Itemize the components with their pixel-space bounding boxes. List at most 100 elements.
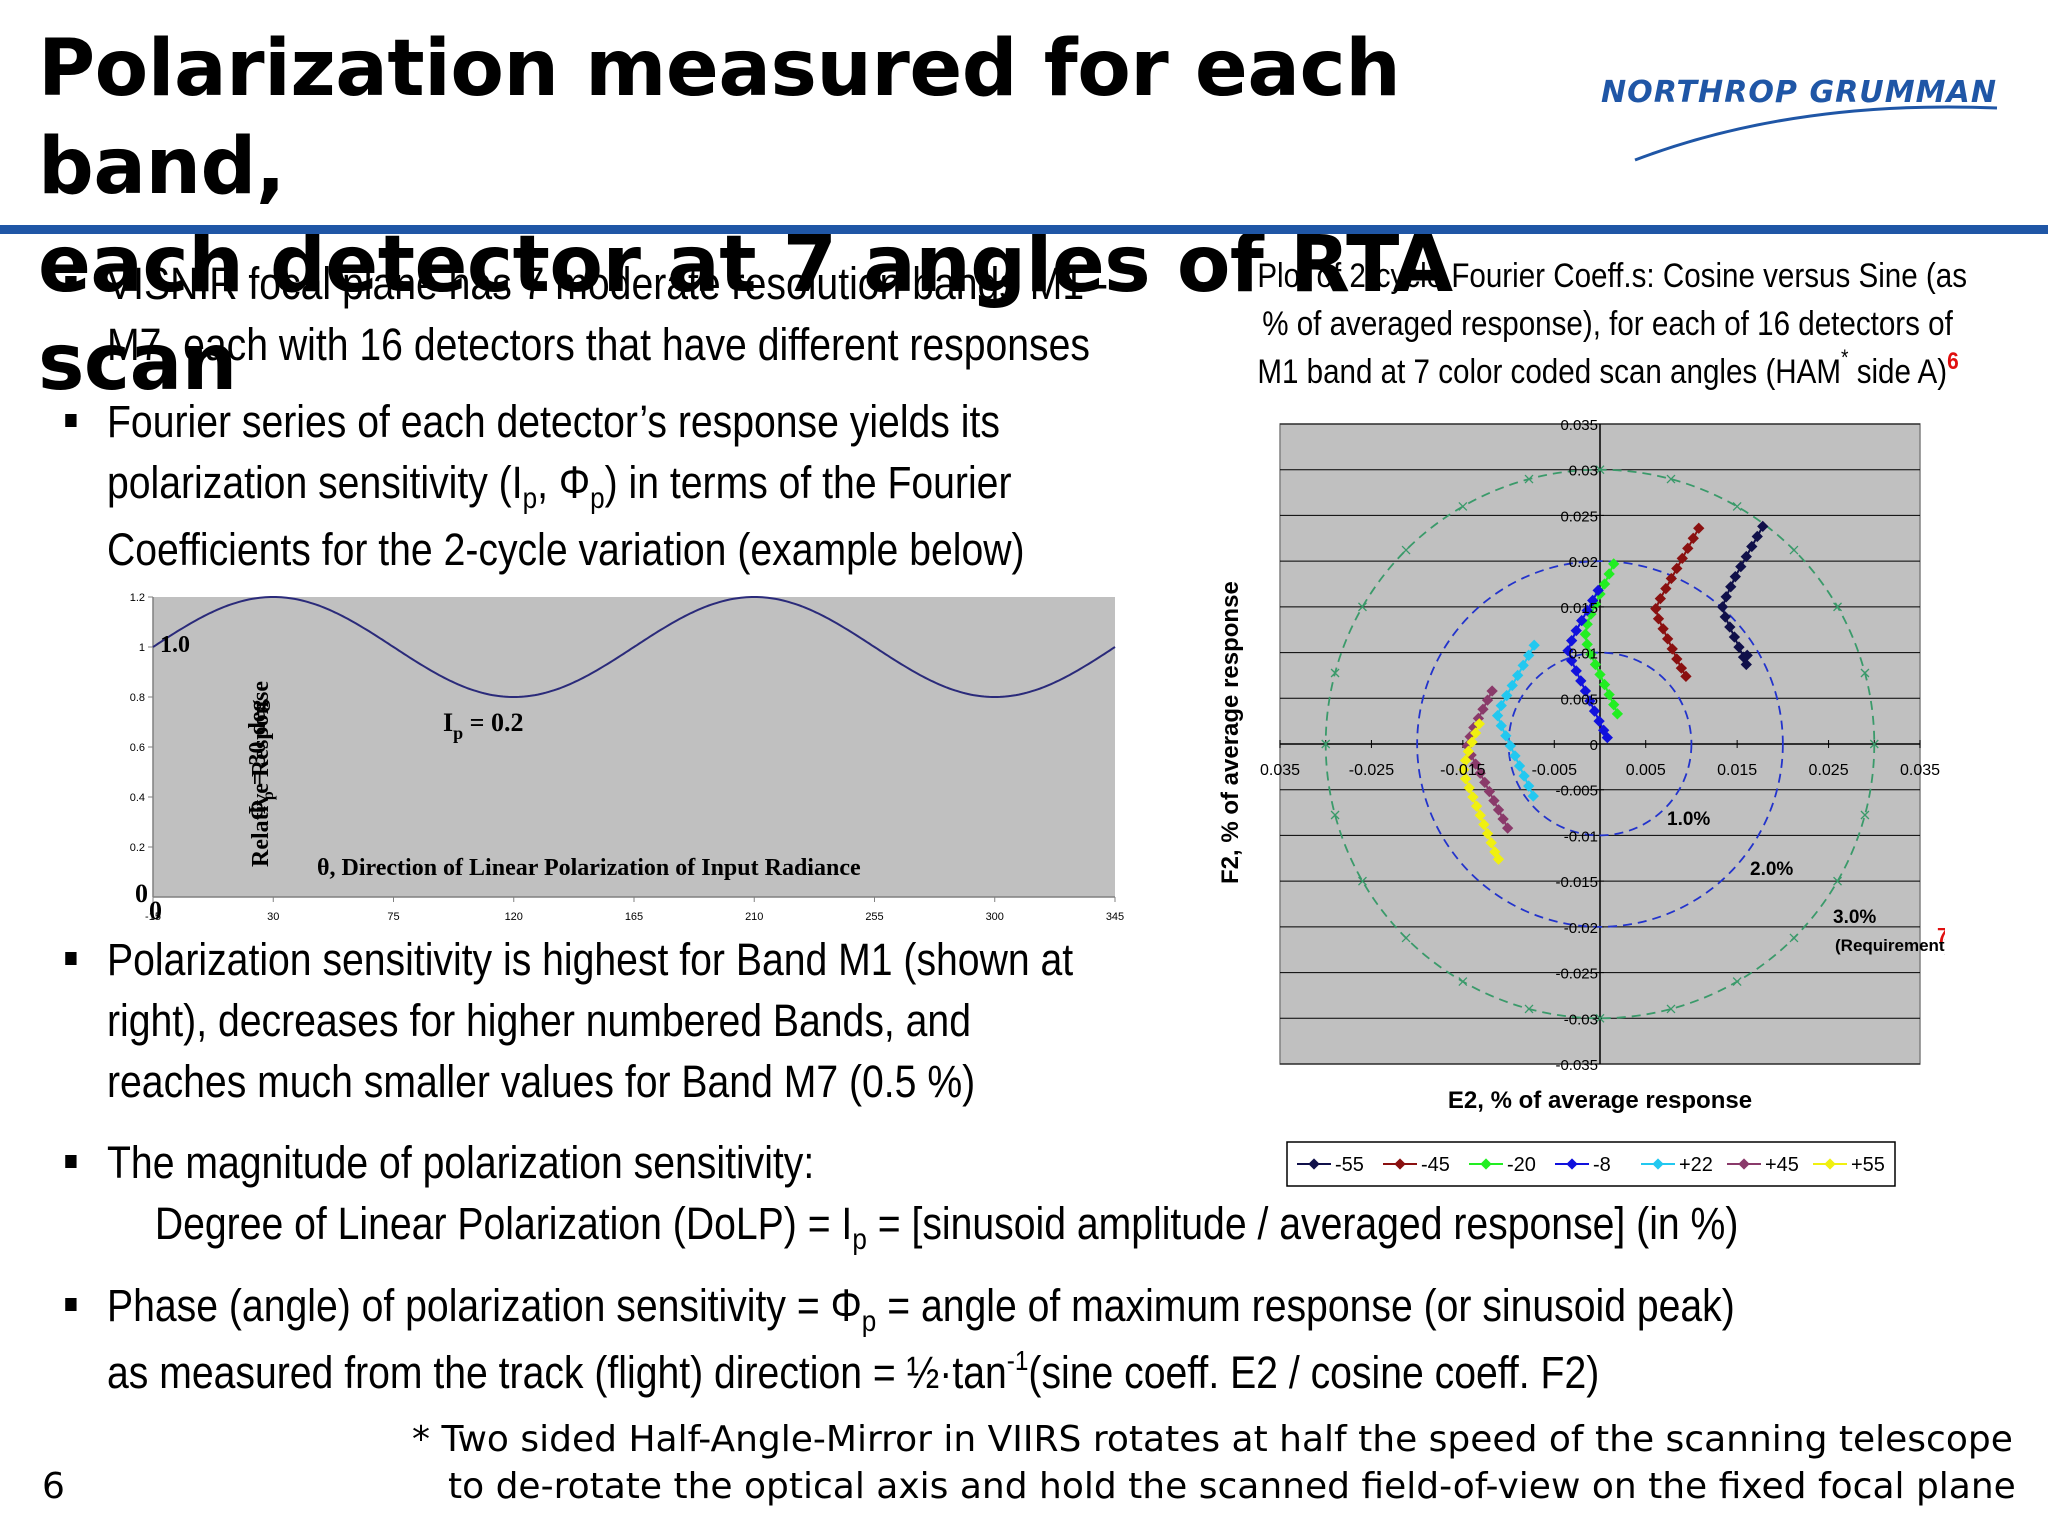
scatter-legend-entries: -55 -45 -20 -8 +22 +45 +55 bbox=[1297, 1154, 1885, 1176]
circle-x-marker bbox=[1458, 502, 1468, 511]
data-point bbox=[1517, 659, 1529, 672]
data-point bbox=[1481, 694, 1494, 706]
bullet-1-line-1: VISNIR focal plane has 7 moderate resolu… bbox=[107, 258, 1109, 309]
circle-x-marker bbox=[1833, 876, 1842, 886]
caption-inner: Plot of 2-cycle Fourier Coeff.s: Cosine … bbox=[1257, 252, 1967, 400]
bullet-square-icon bbox=[65, 1298, 77, 1311]
legend-label: +55 bbox=[1851, 1154, 1885, 1176]
bullet-square-icon bbox=[65, 952, 77, 965]
circle-x-marker bbox=[1401, 545, 1411, 555]
sine-ytick-label: 0.2 bbox=[130, 842, 145, 854]
circle-x-marker bbox=[1869, 739, 1879, 749]
b4-sub: p bbox=[852, 1223, 867, 1256]
bullet-1-line-2: M7, each with 16 detectors that have dif… bbox=[107, 319, 1090, 370]
series-+45 bbox=[1461, 685, 1514, 834]
data-point bbox=[1506, 679, 1518, 692]
circle-x-marker bbox=[1358, 876, 1367, 886]
scatter-xtick-label: 0.035 bbox=[1260, 762, 1300, 779]
circle-x-marker bbox=[1330, 810, 1340, 820]
b2-sub-2: p bbox=[590, 482, 605, 515]
legend-entry: -55 bbox=[1297, 1154, 1364, 1176]
circle-label-2: 2.0% bbox=[1750, 859, 1793, 880]
series-line bbox=[1462, 723, 1500, 860]
legend-entry: -20 bbox=[1469, 1154, 1536, 1176]
data-point bbox=[1512, 669, 1524, 682]
ip-a: I bbox=[443, 708, 453, 737]
data-point bbox=[1585, 648, 1597, 661]
legend-marker bbox=[1308, 1158, 1320, 1170]
scatter-ytick-label: 0.015 bbox=[1560, 600, 1598, 617]
scatter-xlabel: E2, % of average response bbox=[1448, 1087, 1752, 1114]
sine-plot-area bbox=[153, 597, 1115, 897]
circle-labels: 1.0% 2.0% 3.0% (Requirement) 7 bbox=[1667, 809, 1945, 955]
scatter-tick-labels: 0.035 0.03 0.025 0.02 0.015 0.01 0.005 0 -0.005 -… bbox=[1260, 417, 1940, 1074]
bullet-3-line-3: reaches much smaller values for Band M7 … bbox=[107, 1056, 976, 1107]
circle-x-marker bbox=[1321, 739, 1331, 749]
data-point bbox=[1575, 675, 1587, 687]
data-point bbox=[1474, 767, 1486, 779]
series-line bbox=[1721, 525, 1764, 665]
scatter-ytick-label: -0.035 bbox=[1555, 1057, 1598, 1074]
circle-label-1: 1.0% bbox=[1667, 809, 1710, 830]
data-point bbox=[1570, 665, 1582, 677]
scatter-ytick-label: 0.025 bbox=[1560, 508, 1598, 525]
b2-text-b: , Φ bbox=[537, 457, 591, 508]
sine-ytick-label: 1 bbox=[139, 642, 145, 654]
data-point bbox=[1466, 736, 1478, 748]
data-point bbox=[1527, 790, 1539, 802]
b5-text-a: Phase (angle) of polarization sensitivit… bbox=[107, 1280, 862, 1331]
data-point bbox=[1570, 624, 1582, 637]
scatter-ytick-label: -0.02 bbox=[1564, 920, 1598, 937]
footnote-line-2: to de-rotate the optical axis and hold t… bbox=[448, 1466, 2016, 1507]
scatter-ylabel: F2, % of average response bbox=[1217, 581, 1244, 884]
circle-x-marker bbox=[1330, 668, 1340, 678]
scatter-xtick-label: -0.025 bbox=[1349, 762, 1394, 779]
data-point bbox=[1740, 658, 1752, 671]
sine-y-ticks: 0.2 0.4 0.6 0.8 1 1.2 bbox=[130, 592, 153, 854]
data-point bbox=[1724, 621, 1736, 633]
sine-xtick-label: 120 bbox=[505, 911, 523, 923]
legend-entry: -8 bbox=[1555, 1154, 1611, 1176]
sine-xtick-label: 75 bbox=[387, 911, 399, 923]
bullet-4-line-1: The magnitude of polarization sensitivit… bbox=[107, 1137, 815, 1188]
sine-chart: 0.2 0.4 0.6 0.8 1 1.2 -15 30 75 120 165 210 255 300 3… bbox=[130, 592, 1124, 925]
scatter-xtick-label: 0.035 bbox=[1900, 762, 1940, 779]
data-point bbox=[1501, 689, 1513, 702]
sine-ylabel: Relative Response bbox=[248, 681, 274, 867]
ip-b: = 0.2 bbox=[463, 708, 523, 737]
data-point bbox=[1474, 809, 1486, 821]
annotation-ip: Ip = 0.2 bbox=[443, 708, 523, 743]
ip-sub: p bbox=[453, 723, 463, 743]
legend-marker bbox=[1738, 1158, 1750, 1170]
data-point bbox=[1458, 763, 1470, 776]
bullet-2-line-2: polarization sensitivity (Ip, Φp) in ter… bbox=[107, 452, 1025, 519]
legend-label: +22 bbox=[1679, 1154, 1713, 1176]
scatter-ytick-label: -0.03 bbox=[1564, 1011, 1598, 1028]
caption-text-a: M1 band at 7 color coded scan angles (HA… bbox=[1257, 353, 1842, 391]
data-point bbox=[1477, 703, 1489, 715]
circle-label-3-note: (Requirement) bbox=[1835, 936, 1945, 955]
scatter-xtick-label: 0.025 bbox=[1809, 762, 1849, 779]
footnote-line-1: * Two sided Half-Angle-Mirror in VIIRS r… bbox=[412, 1419, 2013, 1460]
polarization-scatter-chart: 0.035 0.03 0.025 0.02 0.015 0.01 0.005 0 -0.005 -… bbox=[1217, 417, 1945, 1187]
sine-xlabel: θ, Direction of Linear Polarization of I… bbox=[317, 855, 861, 881]
annotation-zero-b: 0 bbox=[149, 896, 162, 925]
northrop-grumman-logo: NORTHROP GRUMMAN bbox=[1601, 75, 1998, 162]
scatter-legend bbox=[1286, 1141, 1896, 1187]
circle-x-marker bbox=[1789, 933, 1799, 943]
scatter-xtick-label: -0.015 bbox=[1440, 762, 1485, 779]
scatter-ytick-label: -0.025 bbox=[1555, 966, 1598, 983]
caption-line-1: Plot of 2-cycle Fourier Coeff.s: Cosine … bbox=[1257, 257, 1967, 295]
legend-entry: +55 bbox=[1813, 1154, 1885, 1176]
data-point bbox=[1491, 710, 1504, 722]
b5-text-b: = angle of maximum response (or sinusoid… bbox=[876, 1280, 1735, 1331]
circle-x-marker bbox=[1524, 474, 1534, 484]
caption-ref: 6 bbox=[1947, 348, 1959, 375]
legend-label: -45 bbox=[1421, 1154, 1450, 1176]
title-line-1: Polarization measured for each band, bbox=[38, 24, 1401, 212]
bullet-5: Phase (angle) of polarization sensitivit… bbox=[65, 1275, 1735, 1409]
logo-swoosh bbox=[1634, 105, 1998, 162]
bullet-2-line-1: Fourier series of each detector’s respon… bbox=[107, 396, 1000, 447]
circle-label-3-ref: 7 bbox=[1937, 925, 1945, 947]
circle-x-marker bbox=[1595, 1013, 1605, 1023]
